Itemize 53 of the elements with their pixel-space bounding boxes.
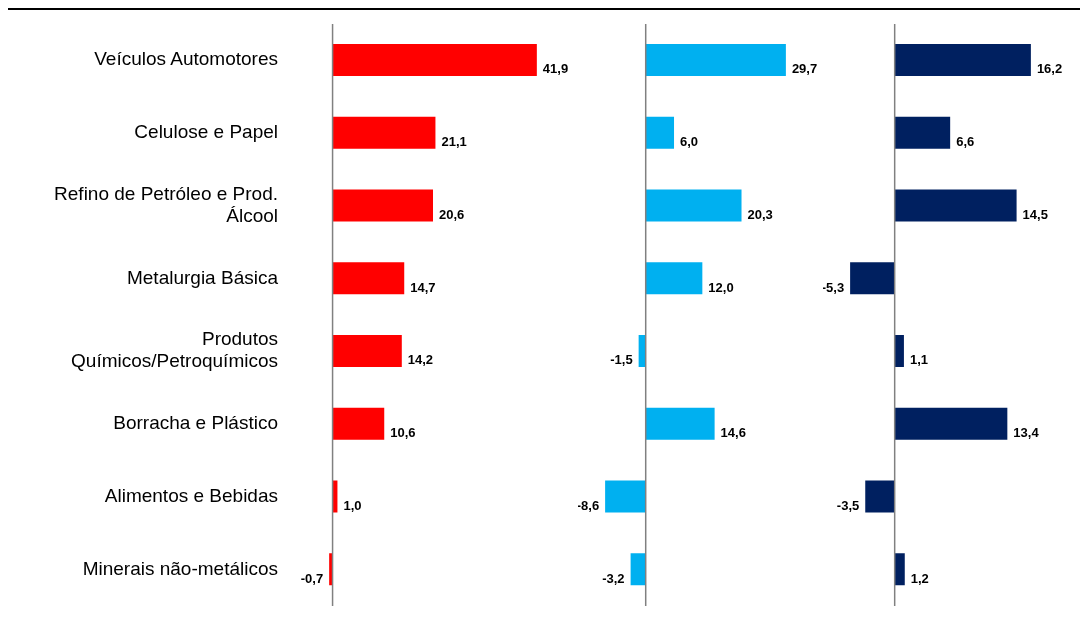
data-label: 20,3 <box>747 206 773 222</box>
data-label: 6,0 <box>680 134 699 150</box>
bar <box>332 407 385 440</box>
y-tick-label: Produtos Químicos/Petroquímicos <box>71 328 278 372</box>
y-tick-label: Veículos Automotores <box>94 48 278 70</box>
data-label: 13,4 <box>1013 425 1040 441</box>
bar <box>894 116 951 149</box>
data-label: 14,6 <box>720 425 746 441</box>
y-tick-label: Celulose e Papel <box>134 121 278 143</box>
bar <box>894 44 1031 76</box>
bar <box>332 189 433 222</box>
y-tick-label: Borracha e Plástico <box>113 412 278 434</box>
data-label: -0,7 <box>300 570 324 586</box>
data-label: 12,0 <box>708 279 734 295</box>
bar <box>645 189 742 222</box>
data-label: 41,9 <box>542 61 569 77</box>
data-label: 14,7 <box>410 279 436 295</box>
bar <box>332 335 402 367</box>
data-label: -8,6 <box>576 497 600 513</box>
bar <box>645 116 675 149</box>
data-label: 14,5 <box>1022 206 1048 222</box>
data-label: -3,2 <box>602 570 625 586</box>
data-label: 20,6 <box>439 206 465 222</box>
bar <box>850 262 895 295</box>
data-label: 29,7 <box>791 61 818 77</box>
data-label: -5,3 <box>821 279 845 295</box>
bar <box>894 335 904 367</box>
bar <box>332 116 436 149</box>
y-tick-label: Alimentos e Bebidas <box>104 484 278 506</box>
data-label: 1,1 <box>909 352 928 368</box>
bar <box>605 480 646 513</box>
y-tick-label: Metalurgia Básica <box>126 266 279 288</box>
y-tick-label: Minerais não-metálicos <box>82 557 278 579</box>
y-tick-label: Refino de Petróleo e Prod. Álcool <box>54 182 278 226</box>
bar <box>630 553 646 586</box>
data-label: -1,5 <box>610 352 633 368</box>
data-label: 1,2 <box>910 570 929 586</box>
data-label: 1,0 <box>343 497 362 513</box>
bar <box>894 189 1017 222</box>
bar <box>865 480 895 513</box>
data-label: 14,2 <box>407 352 434 368</box>
data-label: 6,6 <box>956 134 975 150</box>
data-label: 21,1 <box>441 134 467 150</box>
bar <box>645 262 703 295</box>
bar <box>894 553 905 586</box>
bar <box>332 262 405 295</box>
bar <box>645 44 786 76</box>
data-label: -3,5 <box>836 497 860 513</box>
data-label: 10,6 <box>390 425 416 441</box>
bar <box>332 44 537 76</box>
bar <box>894 407 1008 440</box>
bar <box>645 407 715 440</box>
data-label: 16,2 <box>1036 61 1063 77</box>
